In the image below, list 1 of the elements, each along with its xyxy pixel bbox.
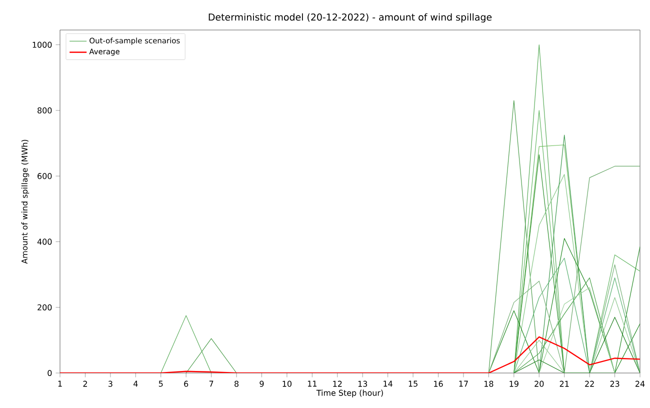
- chart-title: Deterministic model (20-12-2022) - amount of wind spillage: [208, 13, 492, 22]
